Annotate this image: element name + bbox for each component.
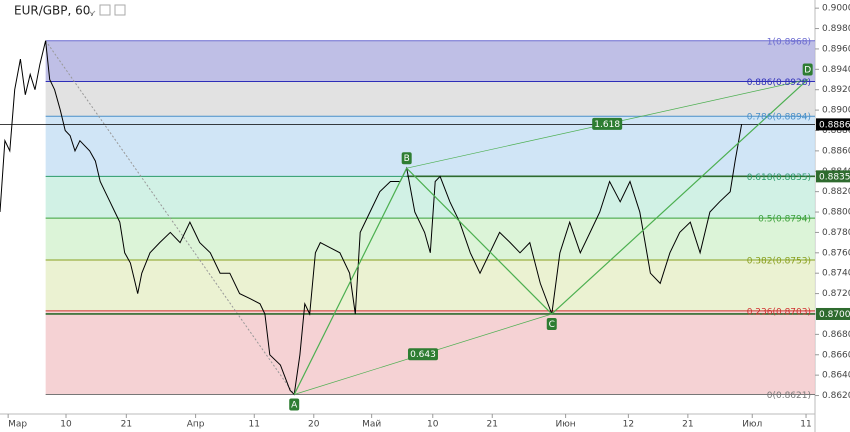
pattern-point-label: D — [804, 66, 811, 76]
plot: 0.643 1.618 A B C D 1(0.8968) 0.886(0.8928) 0.78… — [0, 37, 815, 411]
fib-level-label: 0.786(0.8894) — [747, 113, 811, 123]
compare-icon[interactable] — [114, 4, 126, 16]
ratio-label: 0.643 — [410, 350, 436, 360]
fib-level-label: 0.236(0.8703) — [747, 307, 811, 317]
settings-icon[interactable] — [99, 4, 111, 16]
fib-level-label: 1(0.8968) — [767, 37, 811, 47]
price-line-series — [0, 40, 743, 396]
pattern-leg — [293, 167, 408, 395]
chart-title: EUR/GBP, 60, — [14, 4, 94, 18]
x-tick-label: Мар — [8, 420, 27, 430]
price-label-box — [816, 170, 850, 183]
fib-zone — [45, 116, 815, 177]
fib-zone — [45, 218, 815, 260]
x-tick-label: 10 — [60, 420, 72, 430]
ratio-label: 1.618 — [594, 120, 620, 130]
pattern-point-label: C — [549, 320, 555, 330]
price-label-box — [816, 307, 850, 320]
pattern-point-badge — [802, 63, 813, 76]
pattern-leg — [551, 79, 809, 315]
x-tick-label: 20 — [308, 420, 320, 430]
price-label: 0.8835 — [819, 172, 850, 182]
fib-level-label: 0.618(0.8835) — [747, 173, 811, 183]
x-tick-label: Июл — [742, 420, 762, 430]
x-tick-label: Май — [362, 420, 381, 430]
x-tick-label: 21 — [121, 420, 132, 430]
y-tick-label: 0.9000 — [822, 4, 850, 14]
ratio-badge — [407, 348, 438, 361]
fib-level-label: 0.382(0.8753) — [747, 256, 811, 266]
price-label: 0.8886 — [819, 120, 850, 130]
x-tick-label: Апр — [187, 420, 205, 430]
x-tick-label: 21 — [682, 420, 693, 430]
price-label-box — [816, 118, 850, 131]
pattern-point-label: A — [291, 401, 298, 411]
price-label: 0.8700 — [819, 310, 850, 320]
retracement-guide — [45, 40, 295, 395]
fib-level-label: 0(0.8621) — [767, 391, 811, 401]
fib-zone — [45, 176, 815, 219]
x-tick-label: 11 — [800, 420, 811, 430]
fib-zone — [45, 81, 815, 117]
fib-zone — [45, 259, 815, 311]
x-tick-label: 12 — [623, 420, 634, 430]
x-tick-label: 10 — [427, 420, 439, 430]
x-tick-label: 21 — [487, 420, 498, 430]
ratio-badge — [592, 117, 623, 130]
fib-level-label: 0.886(0.8928) — [747, 78, 811, 88]
dropdown-icon[interactable] — [88, 10, 96, 15]
fib-level-label: 0.5(0.8794) — [758, 215, 811, 225]
x-tick-label: Июн — [556, 420, 576, 430]
pattern-point-badge — [401, 152, 412, 165]
pattern-point-badge — [289, 398, 300, 411]
pattern-leg — [406, 167, 553, 315]
pattern-point-label: B — [404, 154, 410, 164]
fib-zone — [45, 40, 815, 82]
x-tick-label: 11 — [249, 420, 260, 430]
pattern-point-badge — [546, 317, 557, 330]
